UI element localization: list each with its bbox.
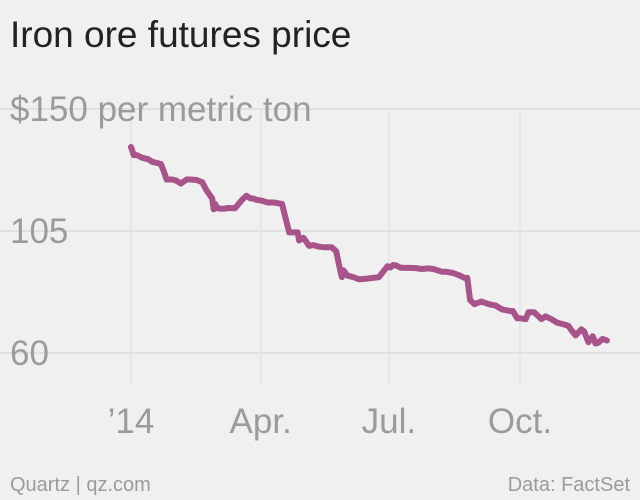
chart-title: Iron ore futures price xyxy=(10,14,352,55)
x-tick-label: ’14 xyxy=(108,402,155,441)
series-layer xyxy=(128,144,610,347)
y-tick-label: $150 per metric ton xyxy=(10,90,312,129)
y-tick-label: 60 xyxy=(10,334,49,373)
x-tick-label: Apr. xyxy=(230,402,292,441)
tick-layer: $150 per metric ton 105 60 ’14 Apr. Jul. Oct. xyxy=(10,90,552,441)
source-credit: Quartz | qz.com xyxy=(10,474,151,496)
price-series-line xyxy=(128,144,610,347)
data-source: Data: FactSet xyxy=(507,474,630,496)
x-tick-label: Oct. xyxy=(488,402,552,441)
y-tick-label: 105 xyxy=(10,212,68,251)
x-tick-label: Jul. xyxy=(362,402,416,441)
